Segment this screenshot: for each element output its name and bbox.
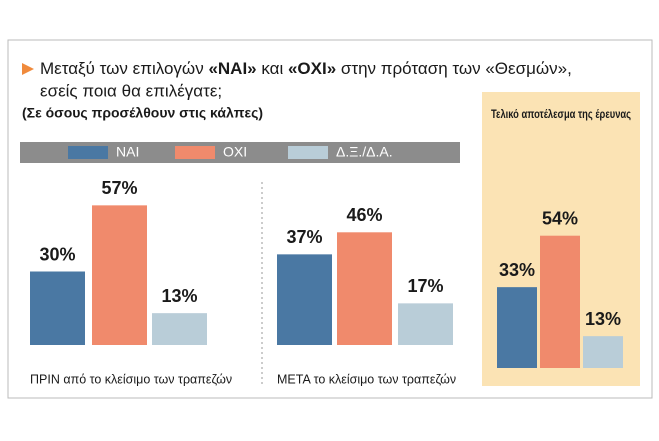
value-label: 17% <box>407 276 443 296</box>
legend-label: Δ.Ξ./Δ.Α. <box>336 144 393 160</box>
chart-title-line2: εσείς ποια θα επιλέγατε; <box>40 81 222 100</box>
bar <box>583 336 623 368</box>
bar <box>398 303 453 345</box>
value-label: 13% <box>161 286 197 306</box>
value-label: 54% <box>542 208 578 228</box>
bar <box>152 313 207 345</box>
legend-swatch <box>68 146 108 159</box>
bar <box>497 287 537 368</box>
bar <box>540 235 580 368</box>
legend-swatch <box>175 146 215 159</box>
title-arrow <box>22 63 34 75</box>
category-label: ΜΕΤΑ το κλείσιμο των τραπεζών <box>277 372 456 386</box>
legend-label: ΝΑΙ <box>116 144 139 160</box>
value-label: 37% <box>286 227 322 247</box>
value-label: 13% <box>585 309 621 329</box>
chart-subtitle: (Σε όσους προσέλθουν στις κάλπες) <box>22 105 263 121</box>
title-part: στην πρόταση των «Θεσμών», <box>336 59 572 78</box>
category-label: ΠΡΙΝ από το κλείσιμο των τραπεζών <box>30 372 232 386</box>
value-label: 30% <box>39 244 75 264</box>
bar <box>30 271 85 345</box>
title-part: «ΝΑΙ» <box>208 59 256 78</box>
bar <box>92 205 147 345</box>
value-label: 57% <box>101 178 137 198</box>
category-label: Τελικό αποτέλεσμα της έρευνας <box>491 107 631 121</box>
bar <box>337 232 392 345</box>
title-part: «ΟΧΙ» <box>288 59 336 78</box>
bar <box>277 254 332 345</box>
legend-swatch <box>288 146 328 159</box>
legend-label: ΟΧΙ <box>223 144 247 160</box>
title-part: και <box>257 59 288 78</box>
chart-title: Μεταξύ των επιλογών «ΝΑΙ» και «ΟΧΙ» στην… <box>40 59 572 78</box>
value-label: 46% <box>346 205 382 225</box>
title-part: Μεταξύ των επιλογών <box>40 59 208 78</box>
legend-bar <box>20 142 460 163</box>
value-label: 33% <box>499 260 535 280</box>
